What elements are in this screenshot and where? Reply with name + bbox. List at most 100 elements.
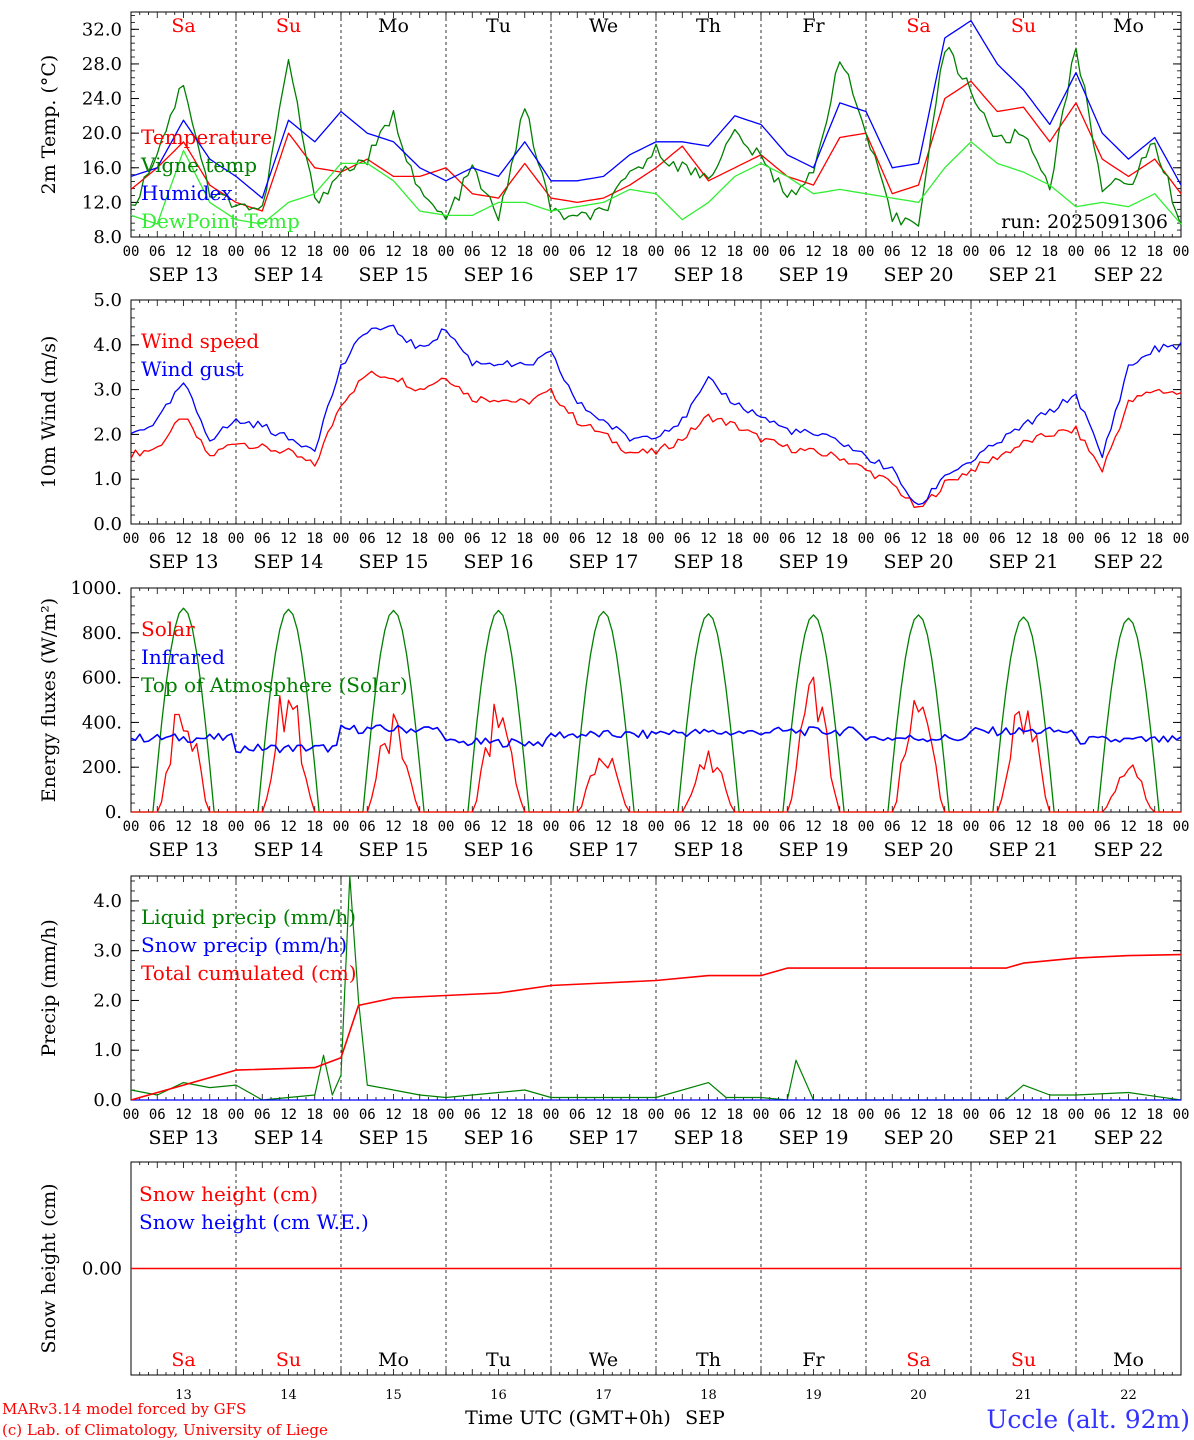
hour-tick-label: 18: [411, 531, 428, 547]
day-label: SEP 19: [779, 551, 849, 573]
bottom-day-number: 14: [280, 1388, 297, 1403]
hour-tick-label: 18: [831, 244, 848, 260]
hour-tick-label: 18: [621, 1107, 638, 1123]
hour-tick-label: 12: [280, 819, 297, 835]
hour-tick-label: 12: [700, 819, 717, 835]
hour-tick-label: 18: [831, 1107, 848, 1123]
day-label: SEP 18: [674, 1127, 744, 1149]
y-tick-label: 0.: [105, 802, 122, 823]
weekday-label: Fr: [802, 15, 825, 37]
hour-tick-label: 06: [674, 819, 691, 835]
hour-tick-label: 12: [805, 819, 822, 835]
hour-tick-label: 18: [726, 1107, 743, 1123]
bottom-day-number: 17: [595, 1388, 612, 1403]
hour-tick-label: 00: [543, 531, 560, 547]
day-label: SEP 17: [569, 551, 639, 573]
bottom-day-number: 18: [700, 1388, 717, 1403]
hour-tick-label: 18: [1041, 244, 1058, 260]
weekday-label: Th: [696, 1349, 721, 1371]
hour-tick-label: 06: [464, 531, 481, 547]
legend-entry: Snow precip (mm/h): [141, 933, 347, 957]
hour-tick-label: 00: [1068, 819, 1085, 835]
legend-entry: Temperature: [141, 125, 272, 149]
y-axis-label: Energy fluxes (W/m²): [38, 598, 60, 802]
hour-tick-label: 06: [1094, 244, 1111, 260]
hour-tick-label: 06: [674, 531, 691, 547]
y-tick-label: 1.0: [93, 1040, 122, 1061]
weekday-label: Mo: [1113, 1349, 1144, 1371]
plot-frame: [130, 11, 1182, 238]
hour-tick-label: 00: [1173, 819, 1190, 835]
hour-tick-label: 00: [438, 1107, 455, 1123]
hour-tick-label: 00: [228, 819, 245, 835]
hour-tick-label: 00: [963, 244, 980, 260]
hour-tick-label: 00: [648, 531, 665, 547]
hour-tick-label: 00: [333, 819, 350, 835]
panel-2: 0.0 1.0 2.0 3.0 4.0 5.0 10m Wind (m/s) 00 06 12 18…: [38, 290, 1189, 573]
y-tick-label: 3.0: [93, 380, 122, 401]
y-tick-label: 12.0: [82, 192, 122, 213]
hour-tick-label: 00: [648, 1107, 665, 1123]
hour-tick-label: 12: [385, 1107, 402, 1123]
weekday-label: Tu: [486, 1349, 511, 1371]
hour-tick-label: 18: [306, 531, 323, 547]
hour-tick-label: 18: [831, 531, 848, 547]
hour-tick-label: 06: [569, 1107, 586, 1123]
hour-tick-label: 00: [858, 531, 875, 547]
hour-tick-label: 12: [175, 531, 192, 547]
series-line-2: [130, 20, 1182, 199]
y-tick-label: 3.0: [93, 941, 122, 962]
hour-tick-label: 06: [884, 244, 901, 260]
hour-tick-label: 12: [595, 244, 612, 260]
weekday-label: Mo: [378, 15, 409, 37]
hour-tick-label: 06: [254, 244, 271, 260]
hour-tick-label: 06: [149, 819, 166, 835]
hour-tick-label: 18: [1041, 819, 1058, 835]
series-line-2: [130, 953, 1182, 1101]
hour-tick-label: 12: [1015, 244, 1032, 260]
bottom-day-number: 19: [805, 1388, 822, 1403]
legend-entry: Top of Atmosphere (Solar): [141, 673, 408, 697]
hour-tick-label: 00: [858, 819, 875, 835]
hour-tick-label: 18: [936, 819, 953, 835]
day-label: SEP 18: [674, 264, 744, 286]
day-label: SEP 21: [989, 264, 1059, 286]
hour-tick-label: 00: [753, 531, 770, 547]
hour-tick-label: 06: [884, 819, 901, 835]
hour-tick-label: 00: [543, 244, 560, 260]
day-label: SEP 17: [569, 1127, 639, 1149]
weekday-label: We: [589, 1349, 618, 1371]
legend-entry: Snow height (cm W.E.): [139, 1210, 369, 1234]
hour-tick-label: 12: [805, 244, 822, 260]
weekday-label: Tu: [486, 15, 511, 37]
day-label: SEP 18: [674, 839, 744, 861]
panel-1: 8.0 12.0 16.0 20.0 24.0 28.0 32.0 2m Temp. (°C)…: [38, 11, 1189, 286]
hour-tick-label: 18: [1146, 819, 1163, 835]
hour-tick-label: 00: [123, 1107, 140, 1123]
hour-tick-label: 12: [385, 819, 402, 835]
hour-tick-label: 12: [595, 531, 612, 547]
weekday-label: Sa: [171, 1349, 195, 1371]
legend-entry: DewPoint Temp: [141, 209, 300, 233]
bottom-day-number: 20: [910, 1388, 927, 1403]
legend-entry: Wind speed: [141, 329, 259, 353]
day-label: SEP 22: [1094, 1127, 1164, 1149]
legend-entry: Total cumulated (cm): [141, 961, 357, 985]
series-line-infrared: [130, 724, 1182, 754]
footer-credit-line: (c) Lab. of Climatology, University of L…: [2, 1421, 328, 1439]
hour-tick-label: 00: [1173, 1107, 1190, 1123]
y-tick-label: 2.0: [93, 990, 122, 1011]
hour-tick-label: 06: [254, 1107, 271, 1123]
weekday-label: Fr: [802, 1349, 825, 1371]
hour-tick-label: 00: [963, 1107, 980, 1123]
hour-tick-label: 06: [569, 819, 586, 835]
panel-3: 0. 200. 400. 600. 800. 1000. Energy fluxes (W/…: [38, 578, 1189, 861]
hour-tick-label: 12: [280, 1107, 297, 1123]
series-line-solar: [131, 676, 1181, 813]
hour-tick-label: 12: [1120, 1107, 1137, 1123]
y-tick-label: 0.0: [93, 514, 122, 535]
hour-tick-label: 12: [910, 531, 927, 547]
day-label: SEP 15: [359, 839, 429, 861]
legend-entry: Humidex: [141, 181, 233, 205]
